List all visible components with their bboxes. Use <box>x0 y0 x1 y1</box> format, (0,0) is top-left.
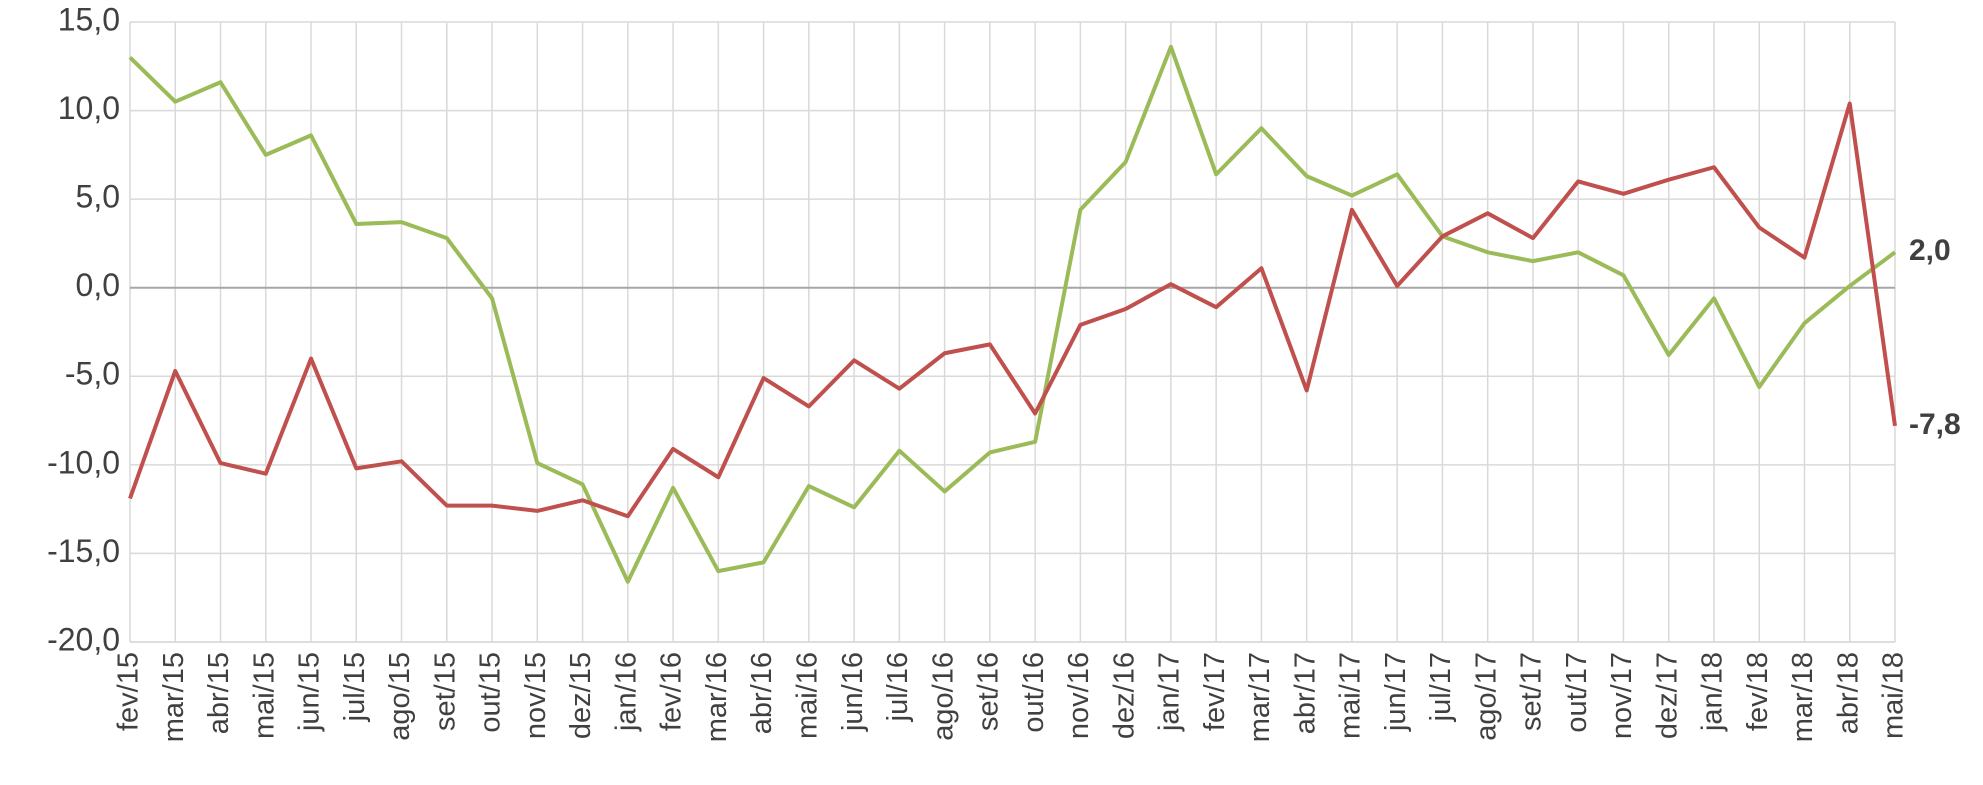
x-tick-label: mai/18 <box>1878 652 1910 739</box>
x-tick-label: jun/15 <box>294 652 326 732</box>
y-tick-label: -5,0 <box>65 356 120 392</box>
x-tick-label: jun/16 <box>837 652 869 732</box>
x-tick-label: fev/18 <box>1742 652 1774 731</box>
x-tick-label: ago/17 <box>1470 652 1502 741</box>
x-tick-label: ago/16 <box>927 652 959 741</box>
x-tick-label: mai/15 <box>248 652 280 739</box>
series-line <box>128 101 1897 519</box>
x-tick-label: mar/17 <box>1244 652 1276 742</box>
x-tick-label: out/16 <box>1018 652 1050 733</box>
y-tick-label: 0,0 <box>76 267 120 303</box>
x-tick-label: abr/16 <box>746 652 778 734</box>
y-tick-label: 15,0 <box>58 1 120 37</box>
x-tick-label: ago/15 <box>384 652 416 741</box>
x-tick-label: jun/17 <box>1380 652 1412 732</box>
x-tick-label: nov/16 <box>1063 652 1095 739</box>
x-tick-label: jul/17 <box>1425 652 1457 722</box>
x-tick-label: dez/16 <box>1108 652 1140 739</box>
x-tick-label: abr/15 <box>203 652 235 734</box>
x-tick-label: jan/17 <box>1154 652 1186 732</box>
y-tick-label: -20,0 <box>47 621 120 657</box>
data-label: 2,0 <box>1909 234 1951 267</box>
x-tick-label: abr/18 <box>1832 652 1864 734</box>
x-tick-label: nov/17 <box>1606 652 1638 739</box>
x-tick-label: abr/17 <box>1289 652 1321 734</box>
series-line <box>128 44 1897 584</box>
x-tick-label: mar/16 <box>701 652 733 742</box>
x-tick-label: jul/15 <box>339 652 371 722</box>
x-tick-label: nov/15 <box>520 652 552 739</box>
data-label: -7,8 <box>1909 408 1961 441</box>
x-tick-label: out/15 <box>475 652 507 733</box>
x-tick-label: fev/17 <box>1199 652 1231 731</box>
y-tick-label: 10,0 <box>58 90 120 126</box>
y-tick-label: 5,0 <box>76 179 120 215</box>
x-tick-label: dez/17 <box>1651 652 1683 739</box>
y-tick-label: -10,0 <box>47 444 120 480</box>
x-tick-label: fev/15 <box>113 652 145 731</box>
x-tick-label: mai/16 <box>792 652 824 739</box>
x-tick-label: set/15 <box>429 652 461 731</box>
x-tick-label: dez/15 <box>565 652 597 739</box>
x-tick-label: set/16 <box>973 652 1005 731</box>
x-tick-label: set/17 <box>1516 652 1548 731</box>
x-tick-label: mar/18 <box>1787 652 1819 742</box>
x-tick-label: jan/18 <box>1697 652 1729 732</box>
x-tick-label: mai/17 <box>1335 652 1367 739</box>
y-tick-label: -15,0 <box>47 533 120 569</box>
x-tick-label: jul/16 <box>882 652 914 722</box>
x-tick-label: jan/16 <box>610 652 642 732</box>
x-tick-label: fev/16 <box>656 652 688 731</box>
x-tick-label: mar/15 <box>158 652 190 742</box>
x-tick-label: out/17 <box>1561 652 1593 733</box>
